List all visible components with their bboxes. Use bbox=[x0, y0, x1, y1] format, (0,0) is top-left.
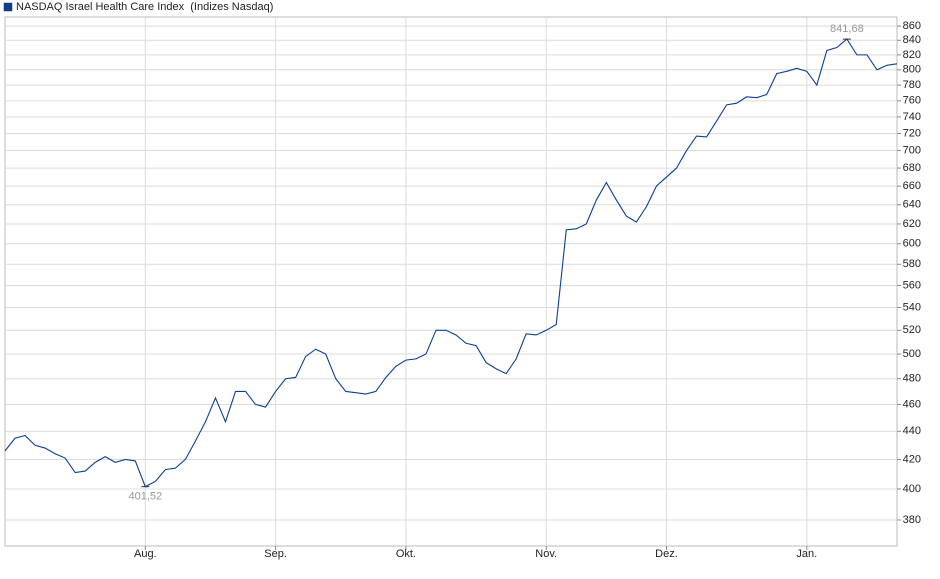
y-tick-label: 800 bbox=[903, 64, 921, 76]
y-tick-label: 720 bbox=[903, 127, 921, 139]
x-tick-label: Sep. bbox=[264, 548, 287, 560]
x-tick-label: Jan. bbox=[796, 548, 817, 560]
y-tick-label: 460 bbox=[903, 398, 921, 410]
x-tick-label: Okt. bbox=[396, 548, 416, 560]
y-tick-label: 660 bbox=[903, 180, 921, 192]
line-series bbox=[4, 38, 898, 488]
y-tick-label: 440 bbox=[903, 425, 921, 437]
y-tick-label: 760 bbox=[903, 95, 921, 107]
value-label: 841,68 bbox=[830, 23, 864, 35]
y-tick-label: 620 bbox=[903, 218, 921, 230]
plot-area bbox=[4, 16, 898, 547]
value-label: 401,52 bbox=[128, 491, 162, 503]
y-tick-label: 380 bbox=[903, 514, 921, 526]
y-tick-label: 600 bbox=[903, 238, 921, 250]
y-tick-label: 480 bbox=[903, 373, 921, 385]
y-tick-label: 700 bbox=[903, 144, 921, 156]
y-tick-label: 540 bbox=[903, 301, 921, 313]
x-tick-label: Aug. bbox=[134, 548, 157, 560]
y-tick-label: 840 bbox=[903, 34, 921, 46]
y-tick-label: 820 bbox=[903, 49, 921, 61]
legend-swatch bbox=[3, 2, 13, 12]
y-tick-label: 680 bbox=[903, 162, 921, 174]
y-tick-label: 780 bbox=[903, 79, 921, 91]
y-tick-label: 560 bbox=[903, 279, 921, 291]
y-tick-label: 500 bbox=[903, 348, 921, 360]
y-tick-label: 520 bbox=[903, 324, 921, 336]
x-tick-label: Nov. bbox=[535, 548, 557, 560]
x-tick-label: Dez. bbox=[655, 548, 678, 560]
y-tick-label: 860 bbox=[903, 20, 921, 32]
y-tick-label: 400 bbox=[903, 483, 921, 495]
y-tick-label: 740 bbox=[903, 111, 921, 123]
y-tick-label: 580 bbox=[903, 258, 921, 270]
y-tick-label: 420 bbox=[903, 453, 921, 465]
y-tick-label: 640 bbox=[903, 199, 921, 211]
legend-label: NASDAQ Israel Health Care Index (Indizes… bbox=[16, 1, 273, 13]
